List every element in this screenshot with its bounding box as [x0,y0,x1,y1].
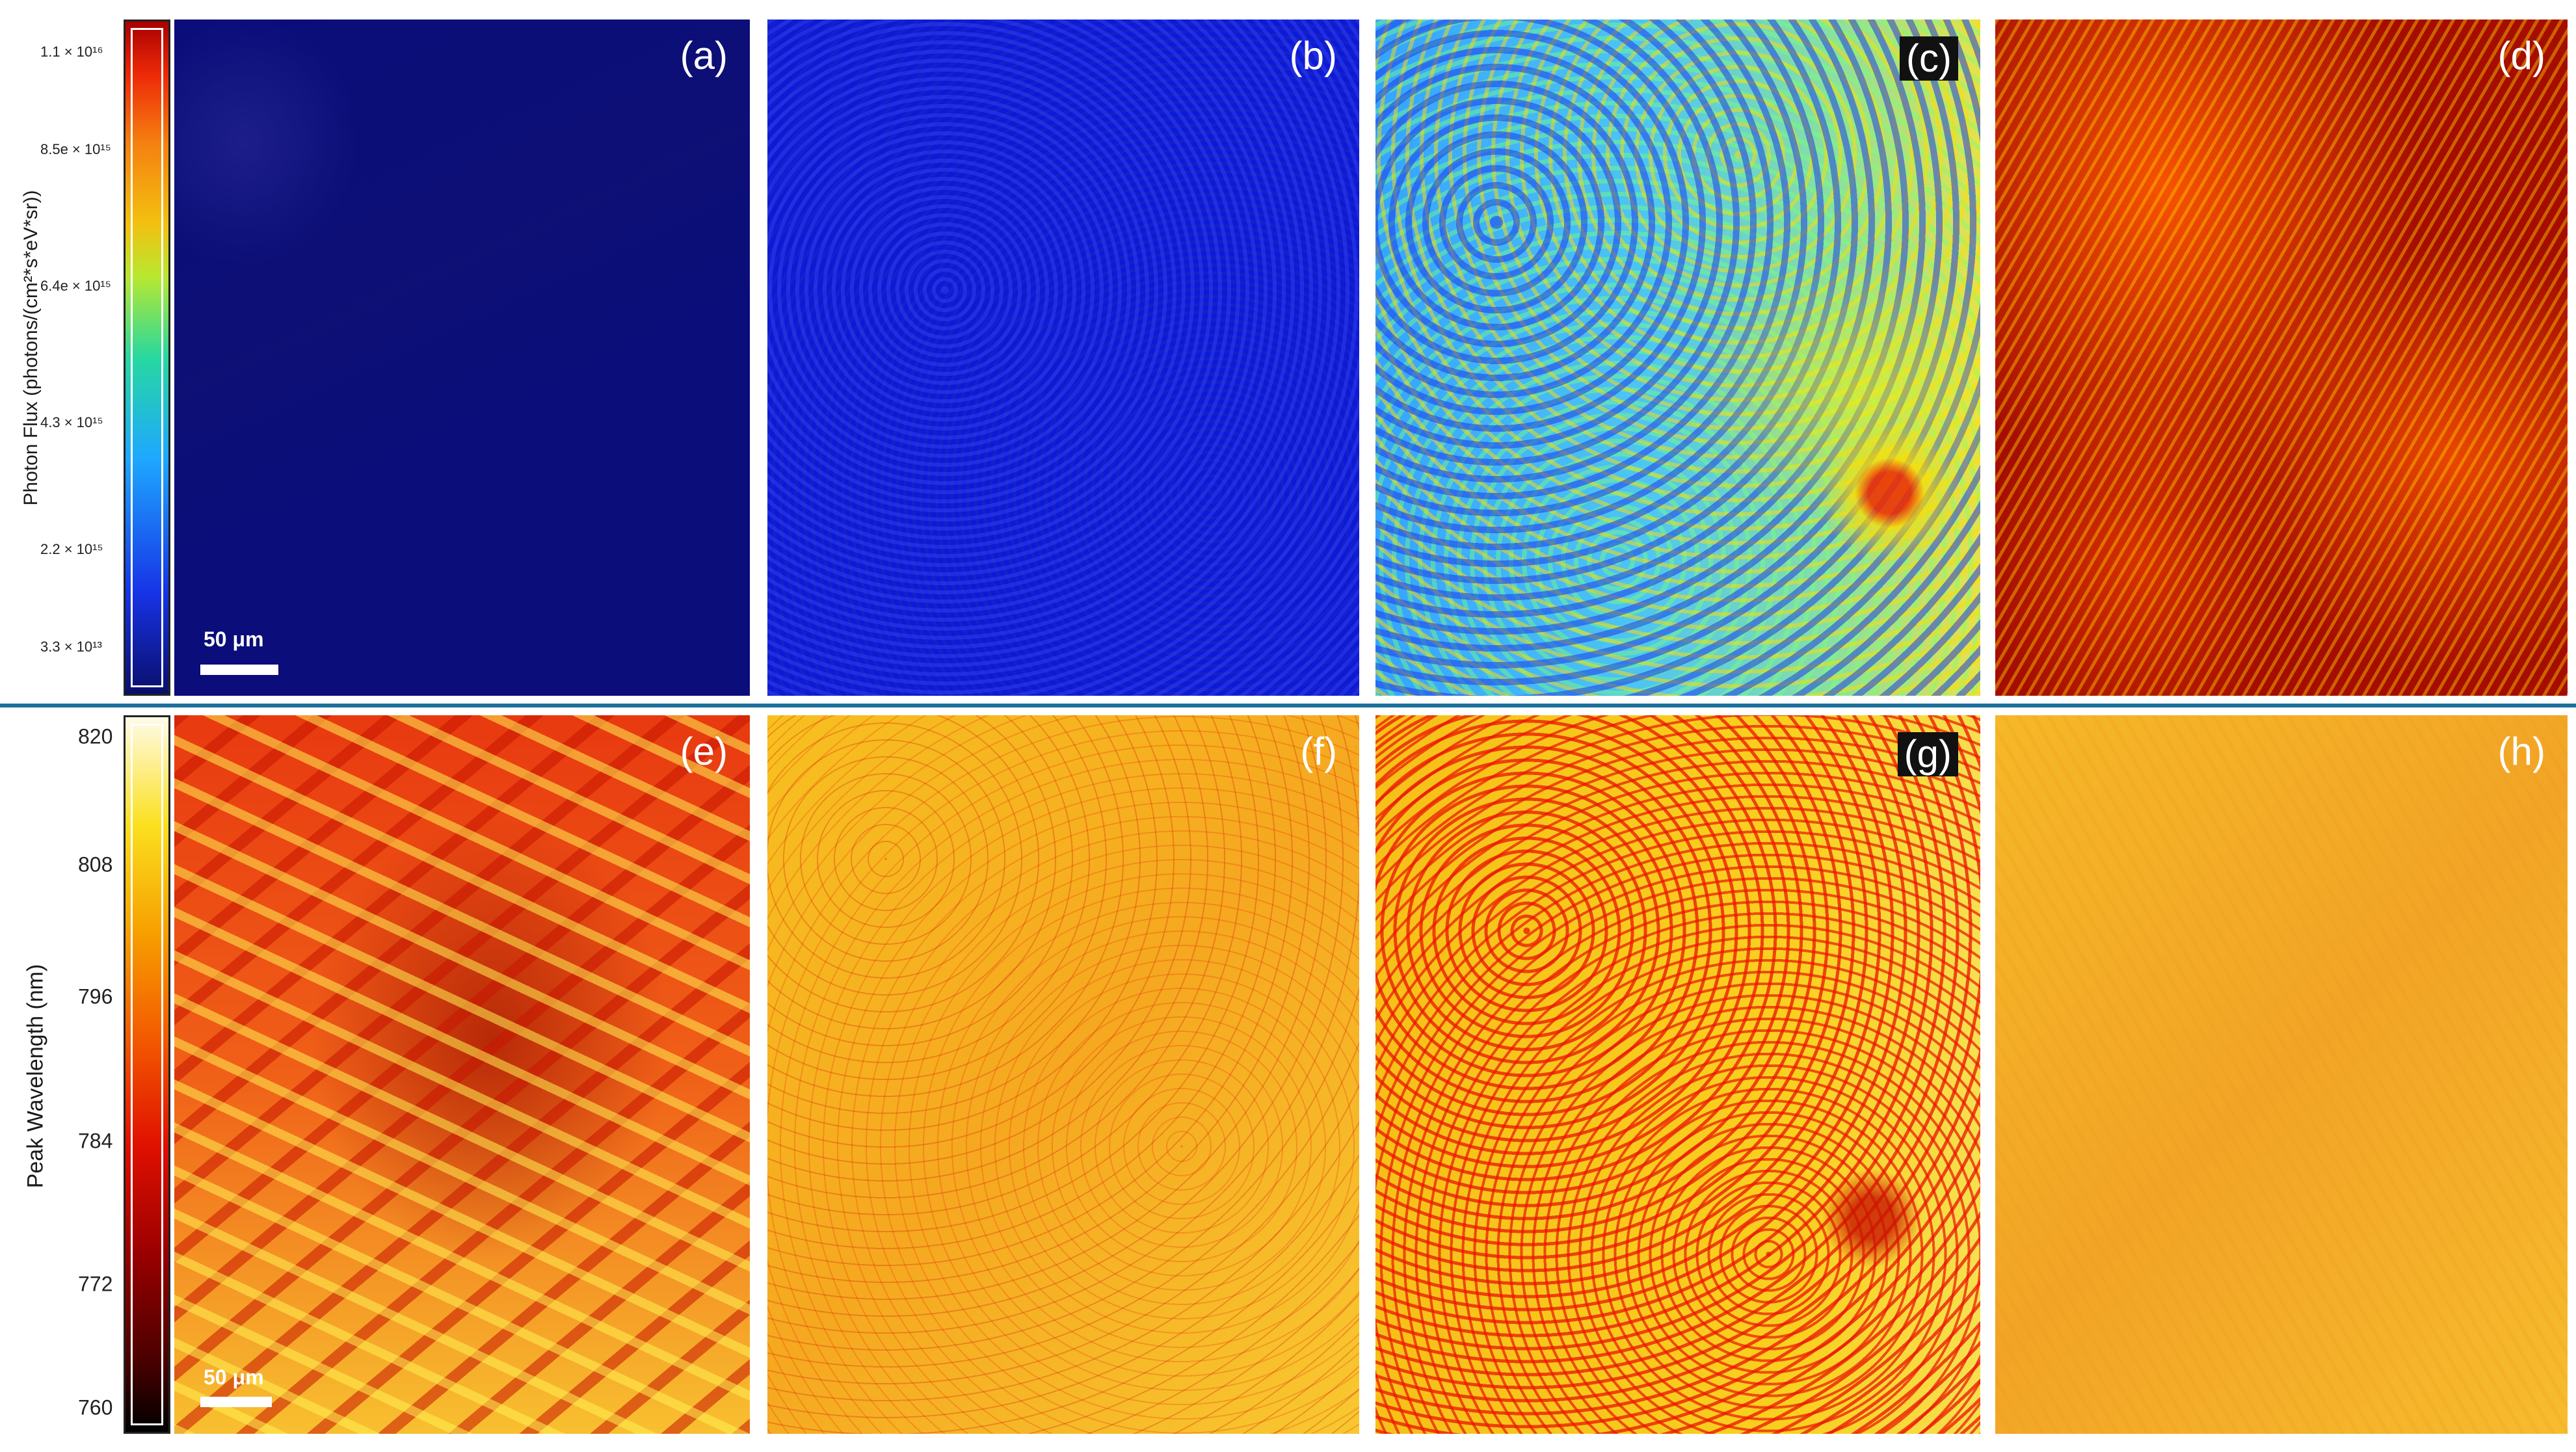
panel-a-label: (a) [680,34,728,77]
panel-c-image: (c) [1375,20,1980,696]
wavelength-tick-784: 784 [78,1129,113,1153]
wavelength-tick-808: 808 [78,852,113,877]
flux-tick-2: 8.5e × 10¹⁵ [40,141,111,157]
photon-flux-colorbar [124,20,170,696]
panel-g-label: (g) [1897,732,1958,776]
wavelength-tick-772: 772 [78,1272,113,1296]
panel-c-label: (c) [1900,36,1958,81]
panel-e-label: (e) [680,730,728,773]
panel-d-image: (d) [1995,20,2568,696]
scale-bar-label-bottom: 50 μm [204,1366,264,1389]
row-divider [0,704,2576,707]
panel-a-image: (a) 50 μm [174,20,750,696]
wavelength-tick-820: 820 [78,724,113,748]
flux-tick-1: 1.1 × 10¹⁶ [40,44,103,60]
panel-b-label: (b) [1289,34,1337,77]
scale-bar-top [200,665,278,675]
panel-h-image: (h) [1995,715,2568,1434]
flux-tick-3: 6.4e × 10¹⁵ [40,278,111,294]
peak-wavelength-colorbar [124,715,170,1434]
peak-wavelength-axis-title: Peak Wavelength (nm) [23,964,48,1189]
flux-tick-6: 3.3 × 10¹³ [40,639,102,655]
panel-e-image: (e) 50 μm [174,715,750,1434]
wavelength-tick-796: 796 [78,984,113,1009]
panel-h-label: (h) [2497,730,2545,773]
panel-f-image: (f) [767,715,1359,1434]
scale-bar-label-top: 50 μm [204,627,264,651]
wavelength-tick-760: 760 [78,1395,113,1419]
panel-g-image: (g) [1375,715,1980,1434]
panel-b-image: (b) [767,20,1359,696]
flux-tick-4: 4.3 × 10¹⁵ [40,414,103,430]
panel-d-label: (d) [2497,34,2545,77]
panel-f-label: (f) [1300,730,1337,773]
scale-bar-bottom [200,1397,272,1407]
photon-flux-axis-title: Photon Flux (photons/(cm²*s*eV*sr)) [20,190,42,506]
flux-tick-5: 2.2 × 10¹⁵ [40,541,103,557]
